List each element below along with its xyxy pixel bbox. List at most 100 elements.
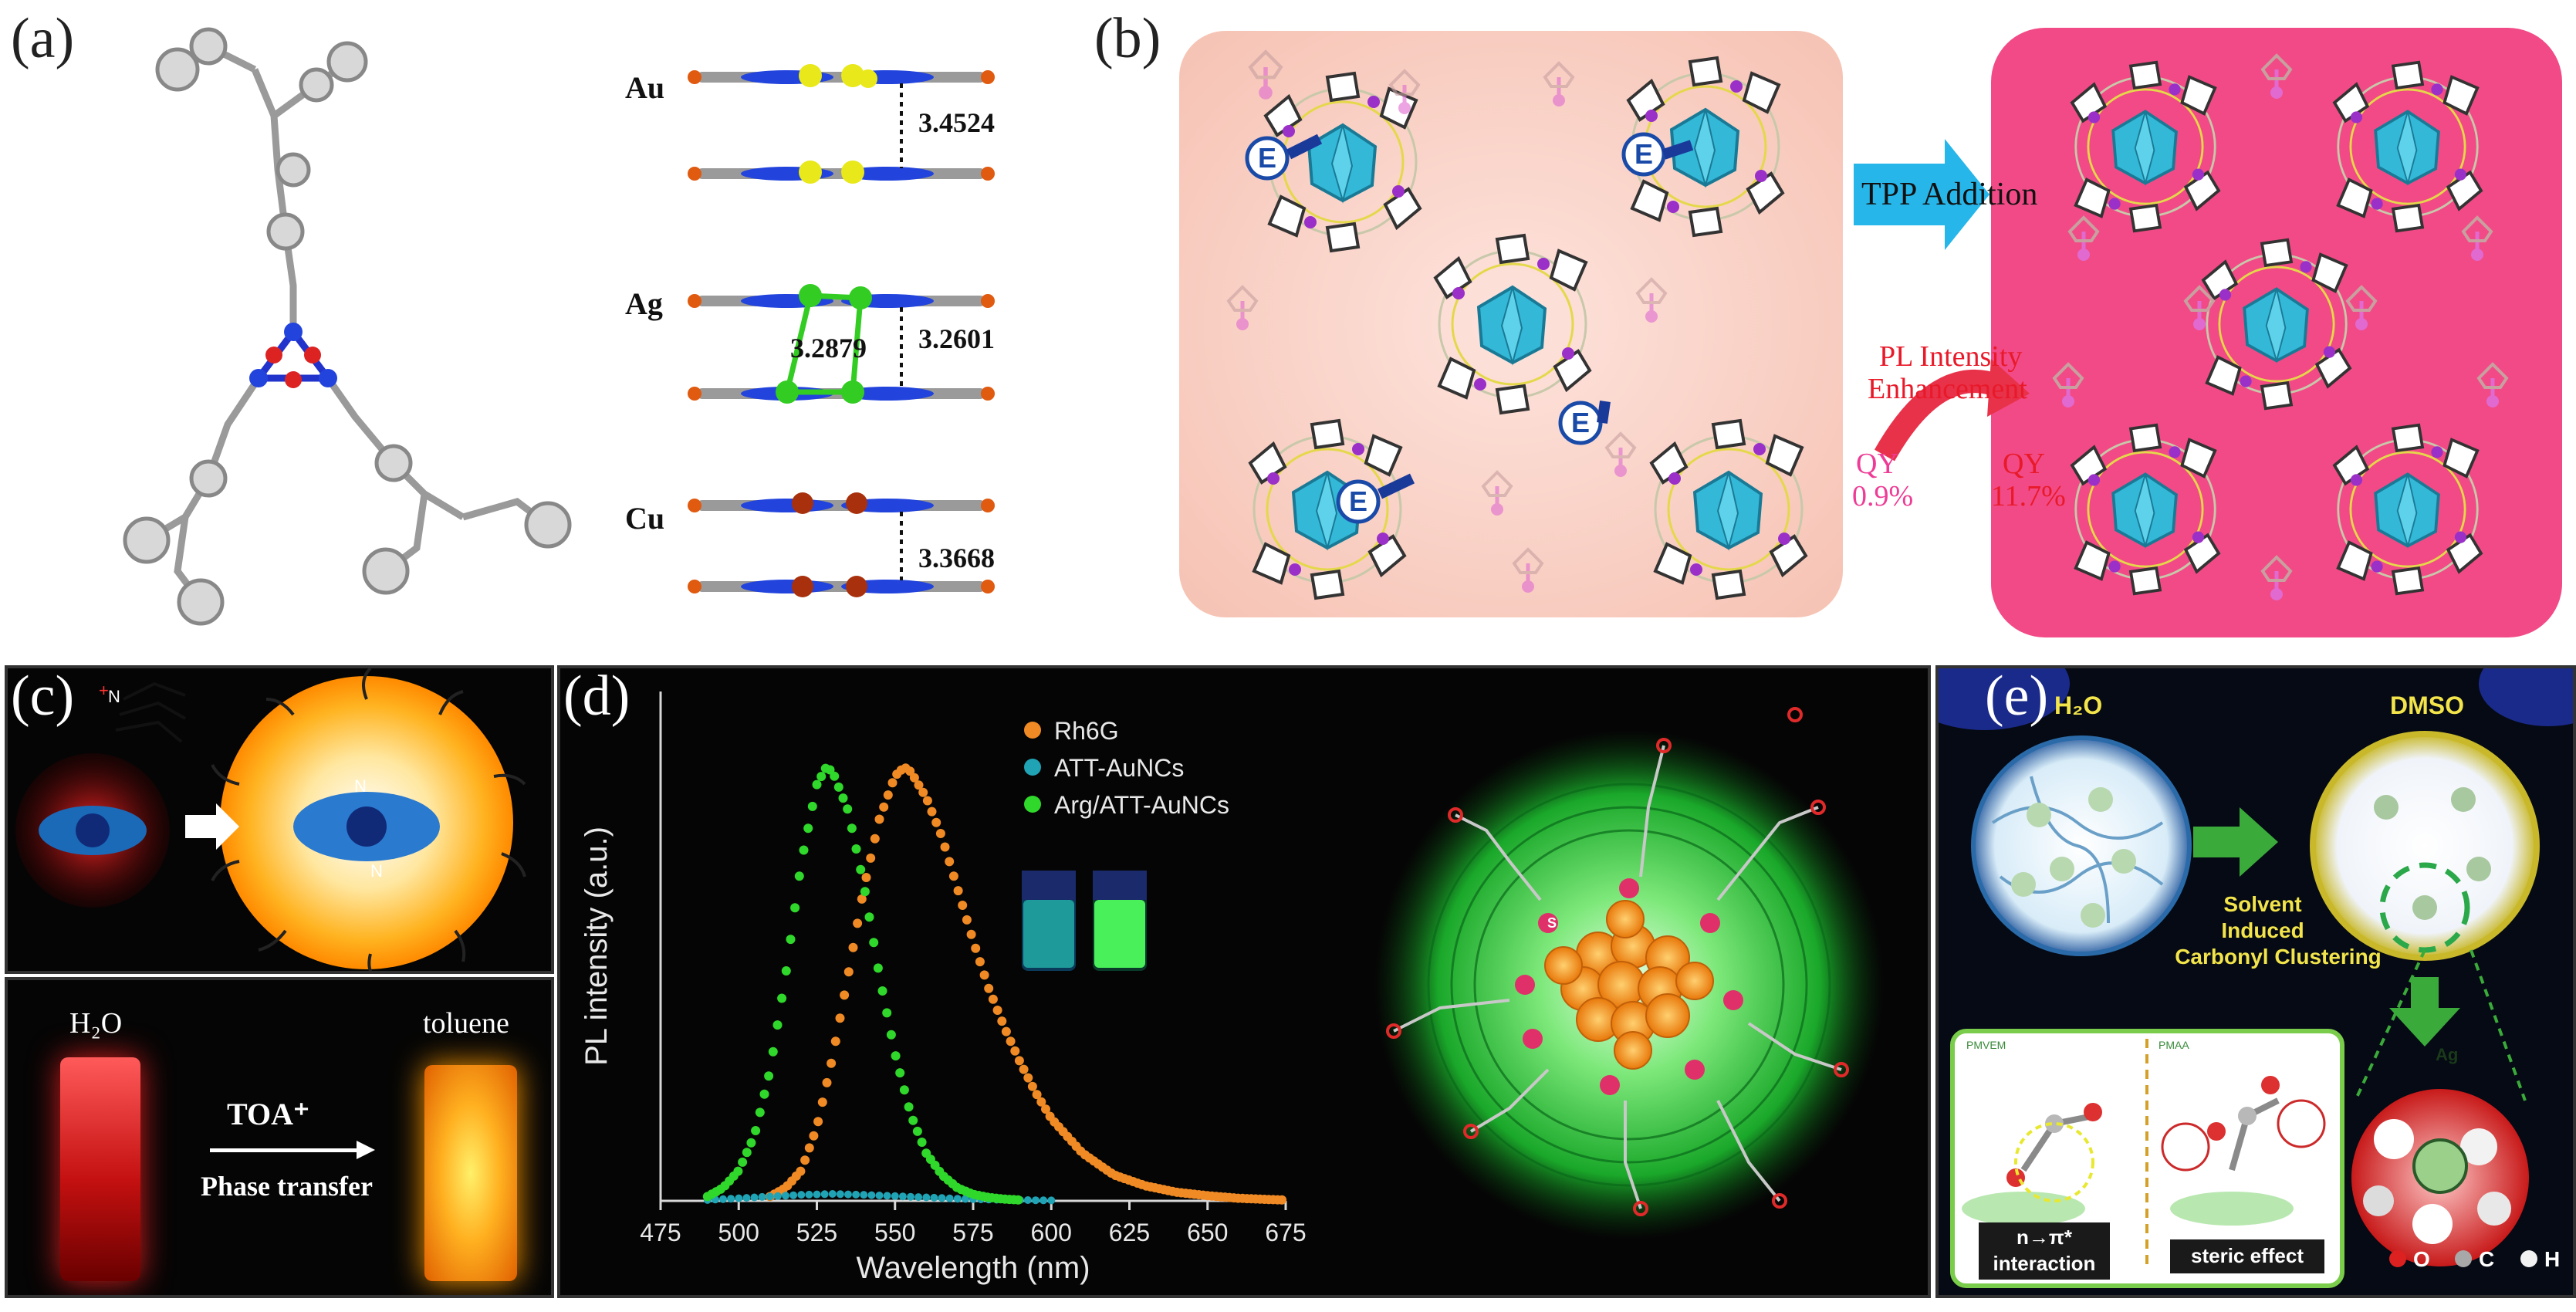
x-tick-label: 550	[874, 1219, 915, 1246]
data-point	[809, 1131, 819, 1141]
x-tick-label: 575	[952, 1219, 993, 1246]
water-vial	[60, 1057, 140, 1281]
data-point	[891, 1192, 899, 1200]
data-point	[883, 790, 893, 800]
data-point	[742, 1194, 751, 1202]
pl-spectrum-chart: PL intensity (a.u.) Wavelength (nm) 475 5…	[580, 692, 1307, 1285]
data-point	[992, 1006, 1002, 1015]
data-point	[907, 1192, 914, 1201]
n-plus-label: +	[99, 681, 109, 700]
data-point	[828, 1190, 837, 1198]
data-point	[851, 844, 861, 854]
legend-rh6g: Rh6G	[1054, 717, 1119, 745]
data-point	[719, 1195, 727, 1203]
qy-right-label: QY	[2003, 448, 2045, 480]
data-point	[867, 1191, 876, 1199]
legend-marker-arg-att	[1024, 796, 1041, 813]
legend-hydrogen: H	[2544, 1247, 2561, 1271]
data-point	[945, 857, 955, 867]
data-point	[800, 1155, 810, 1165]
data-point	[1001, 1026, 1011, 1036]
data-point	[759, 1089, 769, 1099]
data-point	[861, 873, 871, 882]
panel-e-label: (e)	[1985, 665, 2049, 728]
dmso-title: DMSO	[2390, 692, 2464, 719]
data-point	[874, 814, 884, 824]
data-point	[979, 970, 989, 980]
data-point	[1027, 1081, 1037, 1091]
data-point	[891, 1051, 901, 1061]
data-point	[805, 1190, 813, 1199]
data-point	[997, 1016, 1007, 1026]
data-point	[908, 1115, 918, 1125]
data-point	[738, 1157, 748, 1167]
data-point	[1041, 1104, 1050, 1114]
ligand-molecule-structure	[123, 27, 572, 626]
data-point	[781, 966, 791, 976]
cluster-illustrations	[1065, 0, 2576, 641]
data-point	[836, 1190, 844, 1199]
metal-label-ag: Ag	[625, 286, 663, 321]
data-point	[966, 929, 976, 939]
legend-arg-att-aunc: Arg/ATT-AuNCs	[1054, 791, 1229, 819]
data-point	[789, 1191, 798, 1199]
data-point	[1014, 1056, 1024, 1066]
data-point	[835, 1013, 845, 1023]
clustering-line3: Carbonyl Clustering	[2175, 945, 2382, 969]
data-point	[830, 771, 840, 781]
data-point	[853, 918, 863, 928]
data-point	[912, 1126, 922, 1136]
data-point	[766, 1192, 774, 1201]
data-point	[866, 853, 876, 863]
interaction-line1: n→π*	[2017, 1226, 2072, 1249]
distance-ag-2: 3.2601	[918, 323, 995, 354]
data-point	[742, 1148, 752, 1158]
data-point	[1040, 1196, 1048, 1205]
panel-c: N + (c) N N	[5, 665, 554, 974]
data-point	[857, 894, 867, 904]
data-point	[813, 1117, 823, 1127]
pl-enhancement-line2: Enhancement	[1868, 373, 2027, 405]
data-point	[797, 1191, 806, 1199]
series-0	[765, 763, 1287, 1205]
data-point	[904, 1102, 914, 1112]
data-point	[777, 993, 787, 1003]
series-2	[702, 763, 1023, 1205]
data-point	[914, 1193, 923, 1202]
data-point	[817, 1097, 827, 1107]
panel-c-label: (c)	[11, 665, 75, 728]
data-point	[844, 1190, 852, 1199]
e-marker-3: E	[1349, 485, 1368, 517]
data-point	[953, 886, 963, 896]
data-point	[914, 780, 924, 790]
data-point	[1023, 1073, 1033, 1083]
data-point	[975, 957, 985, 967]
data-point	[733, 1166, 743, 1176]
solvent-clustering-illustration	[1939, 668, 2573, 1288]
x-tick-label: 525	[796, 1219, 837, 1246]
data-point	[813, 1190, 821, 1199]
x-tick-label: 500	[718, 1219, 759, 1246]
tpp-addition-label: TPP Addition	[1861, 177, 2038, 212]
data-point	[830, 1036, 840, 1047]
data-point	[1023, 1196, 1032, 1204]
interaction-line2: interaction	[1993, 1252, 2096, 1275]
x-tick-label: 650	[1187, 1219, 1228, 1246]
data-point	[1010, 1046, 1020, 1056]
n-label-small: N	[108, 687, 120, 706]
data-point	[840, 990, 850, 1000]
metal-stacking-structures	[688, 64, 995, 597]
data-point	[945, 1194, 954, 1202]
data-point	[755, 1107, 765, 1118]
data-point	[899, 1085, 909, 1095]
data-point	[1047, 1196, 1056, 1205]
data-point	[786, 935, 796, 945]
data-point	[1032, 1196, 1040, 1205]
data-point	[961, 1195, 969, 1203]
data-point	[833, 782, 843, 792]
legend-oxygen: O	[2413, 1247, 2430, 1271]
data-point	[803, 823, 813, 834]
data-point	[1036, 1097, 1046, 1107]
pmaa-tag: PMAA	[2158, 1039, 2189, 1051]
data-point	[922, 1193, 931, 1202]
